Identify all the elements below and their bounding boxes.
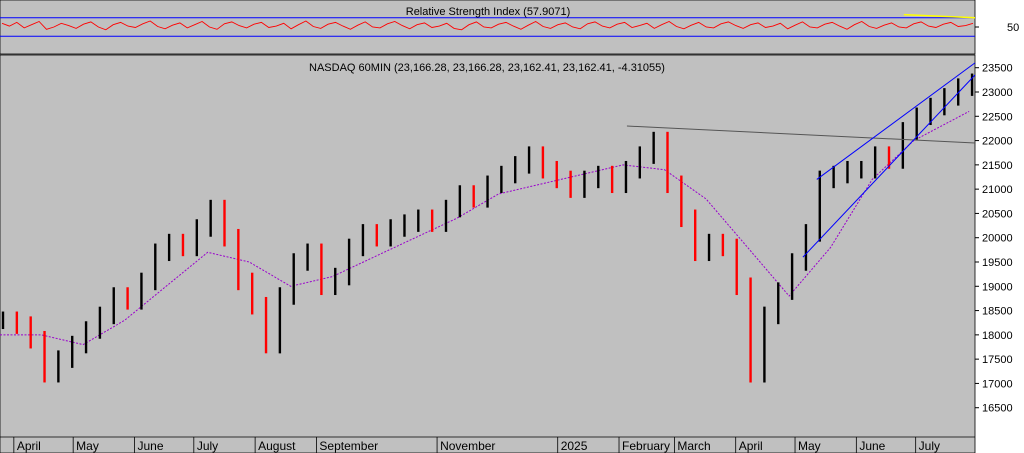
price-tick-label: 20500 [982,208,1013,220]
rsi-bands [0,17,975,37]
price-tick-label: 22500 [982,111,1013,123]
price-annotations [626,62,976,258]
x-tick-label: September [319,439,378,453]
price-plot-background [0,54,976,453]
x-tick-label: May [76,439,99,453]
price-tick-label: 16500 [982,403,1013,415]
price-tick-label: 19500 [982,257,1013,269]
price-tick-label: 18500 [982,306,1013,318]
x-tick-label: November [440,439,495,453]
x-tick-label: 2025 [561,439,588,453]
price-tick-label: 21500 [982,160,1013,172]
price-tick-label: 17500 [982,354,1013,366]
x-tick-label: August [258,439,296,453]
rsi-trendline [903,13,976,19]
rsi-annotations [903,13,976,19]
trendline-channel-lower [802,74,976,258]
x-tick-label: March [677,439,710,453]
x-tick-label: May [798,439,821,453]
price-tick-label: 23000 [982,87,1013,99]
x-tick-label: July [919,439,940,453]
rsi-title: Relative Strength Index (57.9071) [406,6,571,18]
price-tick-label: 18000 [982,330,1013,342]
trendline-channel-upper [816,62,976,180]
rsi-y-axis: 50 [975,22,1019,34]
price-bars [1,73,974,383]
trendline-resistance [626,125,976,144]
price-tick-label: 19000 [982,281,1013,293]
x-tick-label: June [137,439,163,453]
x-tick-label: February [622,439,670,453]
price-panel: 16500 17000 17500 18000 18500 19000 19500 20000… [0,54,1013,453]
price-tick-label: 21000 [982,184,1013,196]
x-axis: April May June July August September November 2… [0,436,975,453]
price-tick-label: 17000 [982,378,1013,390]
price-y-axis: 16500 17000 17500 18000 18500 19000 19500 20000… [975,63,1013,415]
rsi-series [1,20,974,31]
x-tick-label: June [859,439,885,453]
x-tick-label: April [17,439,41,453]
moving-average-line [0,110,970,346]
moving-average [0,110,970,346]
price-tick-label: 23500 [982,63,1013,75]
rsi-panel: 50 Relative Strength Index (57.9071) [0,0,1019,55]
rsi-line [1,20,974,31]
price-tick-label: 20000 [982,233,1013,245]
price-title: NASDAQ 60MIN (23,166.28, 23,166.28, 23,1… [309,62,665,74]
x-tick-label: April [739,439,763,453]
x-tick-label: July [197,439,218,453]
rsi-tick-label: 50 [1007,22,1019,34]
price-tick-label: 22000 [982,136,1013,148]
